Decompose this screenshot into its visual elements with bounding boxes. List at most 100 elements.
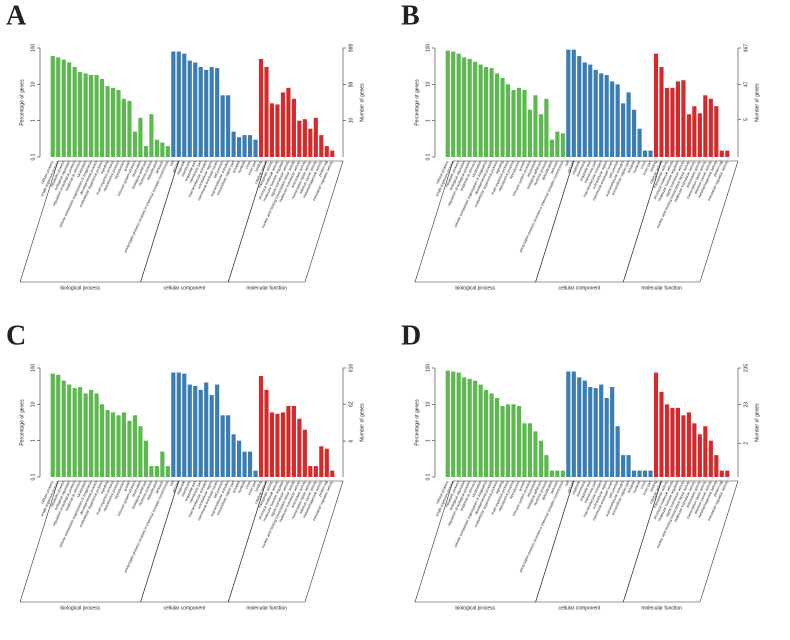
bar [105,409,110,477]
bar [516,405,522,477]
category-label: cell junction [608,480,620,499]
bar [198,389,203,477]
bar [143,146,148,157]
bar [478,384,483,477]
bar [83,73,88,157]
bar [632,470,637,477]
bar [505,404,511,477]
bar [176,51,181,157]
y-axis-label: Percentage of genes [19,79,25,126]
bar [703,95,708,157]
bar [61,59,66,157]
y2-tick-label: 6 [348,439,354,442]
bar [588,64,593,157]
panel: B 0.1 1 10 100 5 47 467 Percentage of genes Numbe… [401,0,760,291]
bar [494,397,500,477]
bar [215,384,220,477]
bar [258,58,264,157]
bar [160,142,165,157]
bar [577,56,582,158]
y2-axis-label: Number of genes [754,403,760,442]
category-label: cell [169,160,175,167]
category-label: growth [518,480,526,491]
y2-tick-label: 988 [348,44,354,53]
y-tick-label: 10 [425,81,431,87]
category-label: synapse [627,480,636,494]
bar [308,128,313,157]
bar [50,56,55,158]
bar [269,412,275,477]
category-label: cell [564,160,570,167]
bar [473,380,478,477]
bar [160,451,165,477]
bar [599,73,604,157]
bar [451,371,456,477]
category-label: localization [471,480,482,498]
bar [505,84,511,157]
y2-tick-label: 2 [743,442,749,445]
bar [681,80,686,157]
bar [330,150,335,157]
y2-tick-label: 47 [743,81,749,87]
bar [226,415,231,477]
bar [56,57,61,158]
bar [462,57,467,158]
category-label: behavior [550,159,560,174]
bar [527,109,533,157]
bar [681,415,686,477]
bar [204,69,209,157]
y-tick-label: 1 [425,119,431,122]
category-label: binding [254,480,263,492]
bar [165,146,170,157]
bar [489,68,494,157]
bar [714,106,719,157]
category-label: cell part [567,480,576,493]
bar [275,413,280,477]
y2-axis-label: Number of genes [359,83,365,122]
bar [571,371,576,477]
bar [719,150,724,157]
group-label: molecular function [641,285,682,291]
bar [725,470,730,477]
bar [659,66,664,157]
group-label: biological process [455,605,495,611]
bar [275,104,280,157]
bar [89,389,94,477]
y-tick-label: 10 [30,401,36,407]
category-label: synapse [627,160,636,174]
category-label: nucleoid [632,480,641,494]
category-label: protein tag [713,480,724,497]
bar [648,150,653,157]
bar [209,395,214,477]
bar [138,117,143,157]
bar [297,418,302,477]
category-label: membrane [181,160,192,177]
bar [549,470,554,477]
category-label: cell junction [213,160,225,179]
bar [308,466,313,477]
bar [527,423,533,477]
bar [127,100,132,157]
bar [621,103,626,157]
bar [571,49,576,157]
bar [697,113,702,157]
bar [659,391,664,477]
bar [94,75,99,157]
bar [708,440,713,477]
bar [637,128,642,157]
group-bracket [227,160,344,283]
bar [269,103,275,157]
y2-tick-label: 616 [348,364,354,373]
bar [253,139,258,157]
category-label: cell part [567,160,576,173]
bar [182,373,187,477]
category-label: signaling [495,160,505,175]
bar [489,393,494,477]
bar [237,137,242,157]
category-label: locomotion [131,480,142,497]
bar [264,66,269,157]
category-label: virion [245,480,252,489]
category-label: virion part [642,480,652,496]
bar [500,405,505,477]
bar [193,385,198,477]
